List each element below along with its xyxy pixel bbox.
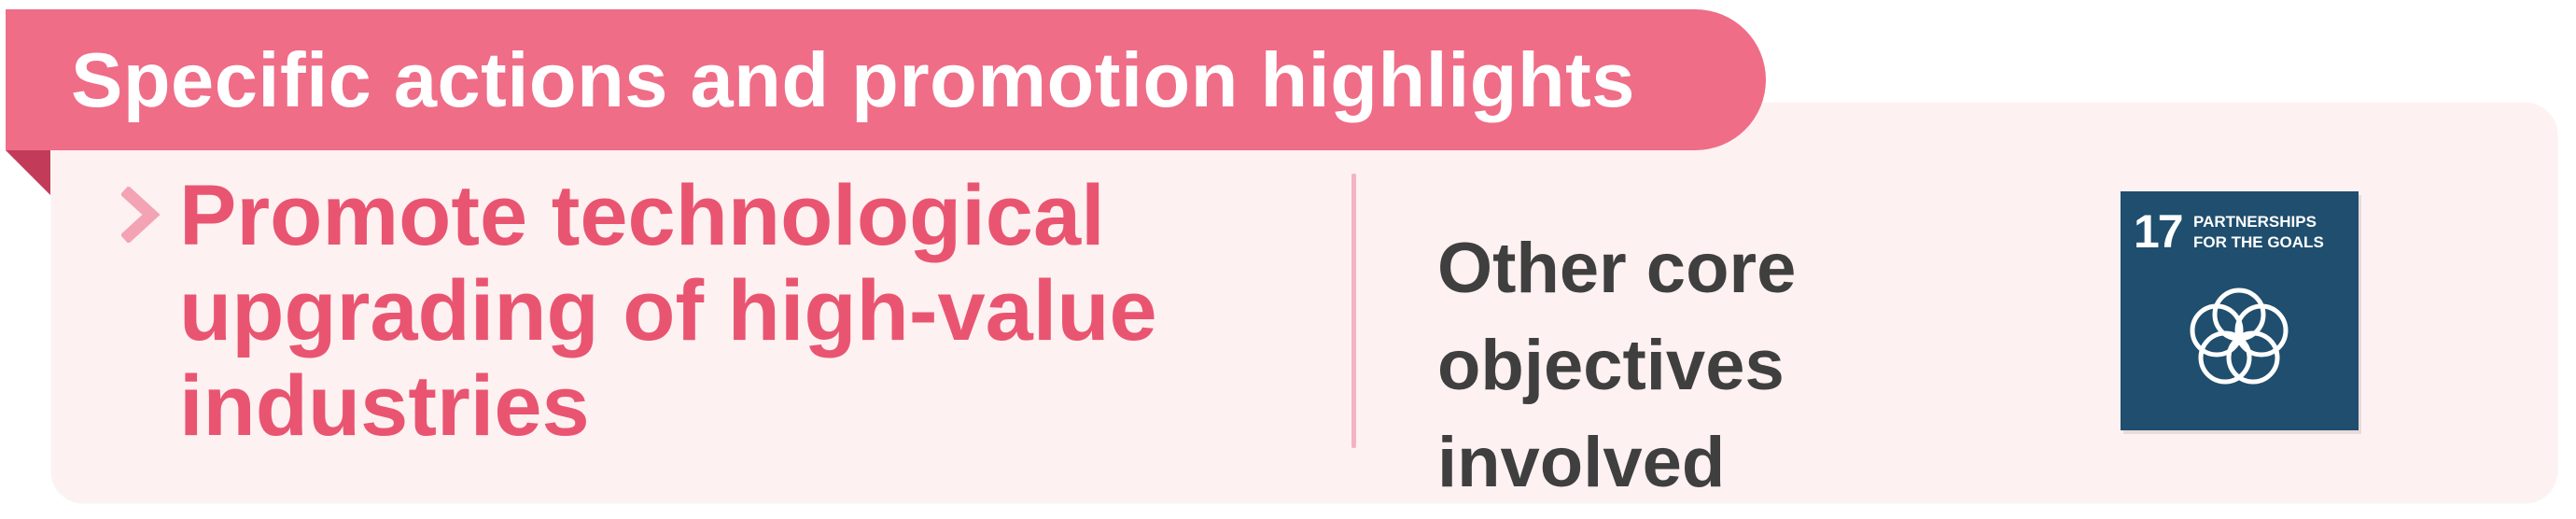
partnership-rings-icon (2190, 288, 2289, 385)
ribbon-fold (6, 150, 50, 195)
sdg-17-tile: 17 PARTNERSHIPS FOR THE GOALS (2121, 191, 2359, 430)
sdg-title: PARTNERSHIPS FOR THE GOALS (2193, 213, 2324, 251)
chevron-right-icon (121, 187, 161, 243)
other-objectives-label: Other core objectives involved (1437, 229, 1797, 502)
section-banner: Specific actions and promotion highlight… (6, 9, 1766, 150)
banner-title: Specific actions and promotion highlight… (71, 35, 1635, 123)
vertical-divider (1351, 174, 1356, 448)
headline: Promote technological upgrading of high-… (179, 168, 1157, 454)
sdg-number: 17 (2134, 205, 2184, 258)
